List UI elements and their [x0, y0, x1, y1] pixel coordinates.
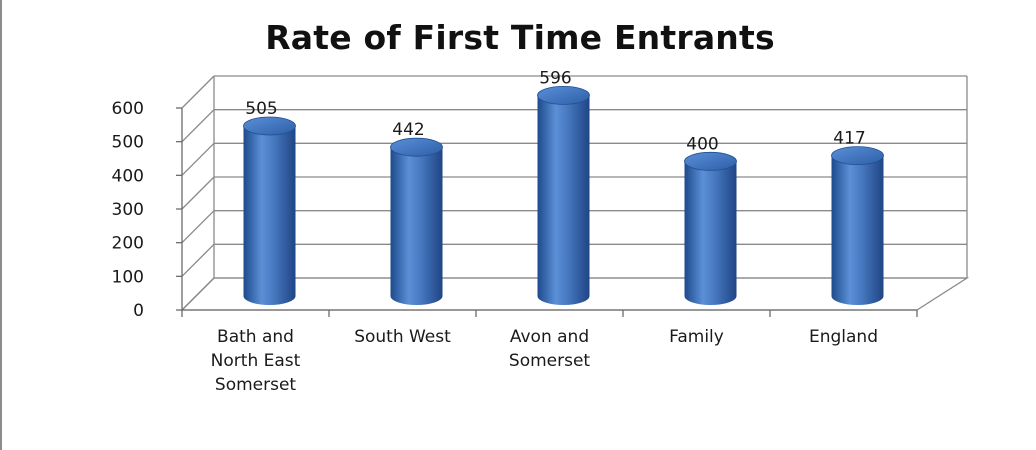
bar-body: [537, 95, 590, 296]
bar-top: [831, 146, 884, 166]
bar: [243, 116, 296, 305]
x-category-label: Somerset: [509, 351, 591, 371]
bar-base: [537, 287, 590, 305]
bar-top: [390, 137, 443, 157]
data-label: 505: [245, 99, 277, 119]
y-tick-label: 0: [133, 301, 144, 321]
y-tick-label: 200: [112, 234, 144, 254]
bar-body: [831, 155, 884, 296]
gridline-side: [181, 243, 215, 277]
gridline-side: [181, 75, 215, 109]
data-label: 417: [833, 129, 865, 149]
y-tick-label: 300: [112, 200, 144, 220]
bar-top: [243, 116, 296, 136]
gridline-side: [181, 109, 215, 143]
bar: [831, 146, 884, 305]
y-tick-label: 400: [112, 166, 144, 186]
bar-top: [684, 151, 737, 171]
bar-base: [684, 287, 737, 305]
gridline-side: [181, 142, 215, 176]
bar-body: [390, 147, 443, 296]
bar-body: [243, 125, 296, 296]
x-category-label: England: [809, 327, 878, 347]
bars-layer: [243, 85, 884, 305]
bar: [684, 151, 737, 305]
axis-layer: 0 100 200 300 400 500 600: [112, 99, 918, 321]
labels-layer: 505 Bath and North East Somerset 442 South We…: [211, 68, 878, 395]
bar: [390, 137, 443, 305]
data-label: 442: [392, 120, 424, 140]
x-category-label: Somerset: [215, 375, 297, 395]
bar-body: [684, 161, 737, 296]
bar-base: [243, 287, 296, 305]
data-label: 400: [686, 134, 718, 154]
data-label: 596: [539, 68, 571, 88]
x-category-label: Avon and: [510, 327, 589, 347]
x-category-label: North East: [211, 351, 301, 371]
bar-base: [831, 287, 884, 305]
y-tick-label: 600: [112, 99, 144, 119]
gridline-side: [181, 176, 215, 210]
x-category-label: Bath and: [217, 327, 294, 347]
x-category-label: South West: [354, 327, 451, 347]
gridline-side: [181, 210, 215, 244]
y-tick-label: 500: [112, 133, 144, 153]
bar-top: [537, 85, 590, 105]
chart-title: Rate of First Time Entrants: [265, 18, 775, 57]
bar: [537, 85, 590, 305]
bar-base: [390, 287, 443, 305]
x-category-label: Family: [669, 327, 724, 347]
y-tick-label: 100: [112, 267, 144, 287]
